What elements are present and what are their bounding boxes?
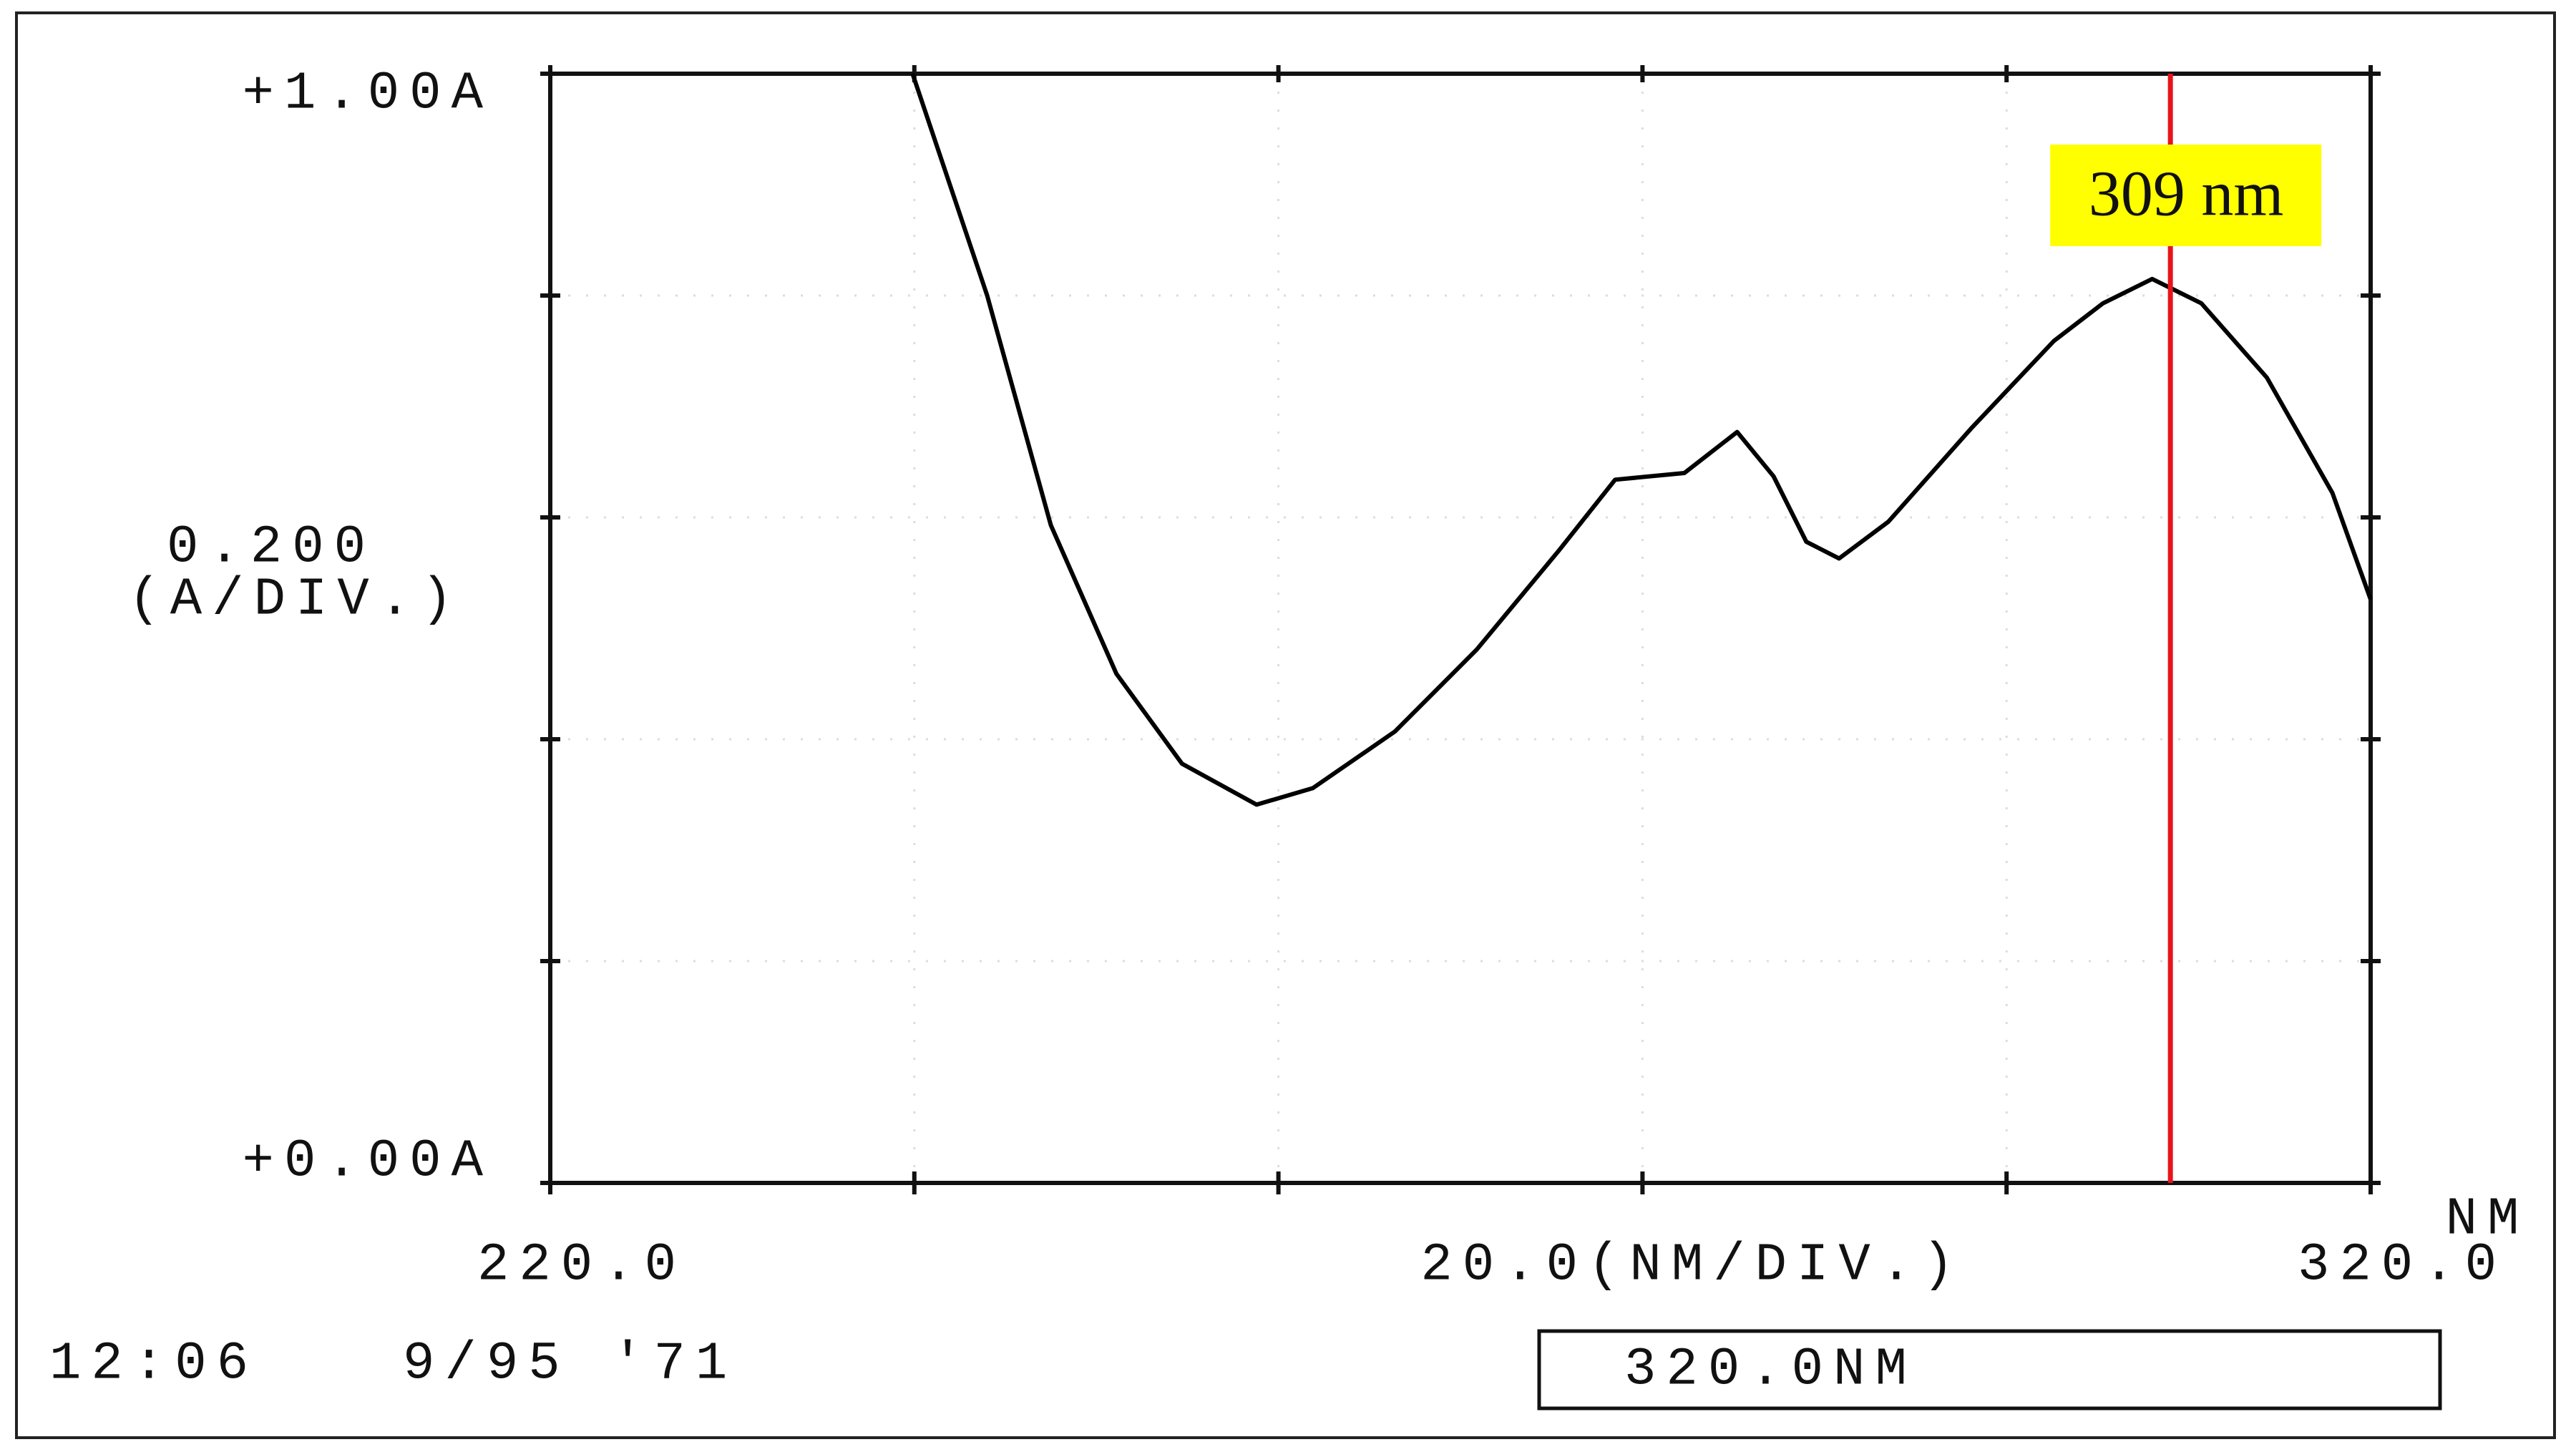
status: 320.0NM xyxy=(1624,1340,1917,1400)
annotation-box xyxy=(2050,145,2322,246)
y-scale-label: 0.200 xyxy=(167,518,376,578)
x-unit-label: NM xyxy=(2446,1190,2529,1250)
frame xyxy=(15,11,2556,1439)
x-scale-label: 20.0(NM/DIV.) xyxy=(1420,1236,1963,1296)
status-box xyxy=(1537,1329,2442,1411)
curve-layer xyxy=(910,73,2373,807)
plot-border xyxy=(548,72,2373,1185)
time: 12:06 xyxy=(49,1335,258,1395)
y-tick-label: +0.00A xyxy=(243,1132,493,1192)
x-tick-label: 220.0 xyxy=(477,1236,686,1296)
annotation-layer: 309 nm xyxy=(2050,74,2322,1183)
y-unit-label: (A/DIV.) xyxy=(128,570,462,630)
spectrum-line xyxy=(910,73,2373,807)
date: 9/95 '71 xyxy=(403,1335,737,1395)
annotation-text: 309 nm xyxy=(2089,159,2284,230)
x-tick-label: 320.0 xyxy=(2298,1236,2507,1296)
y-tick-label: +1.00A xyxy=(243,64,493,125)
